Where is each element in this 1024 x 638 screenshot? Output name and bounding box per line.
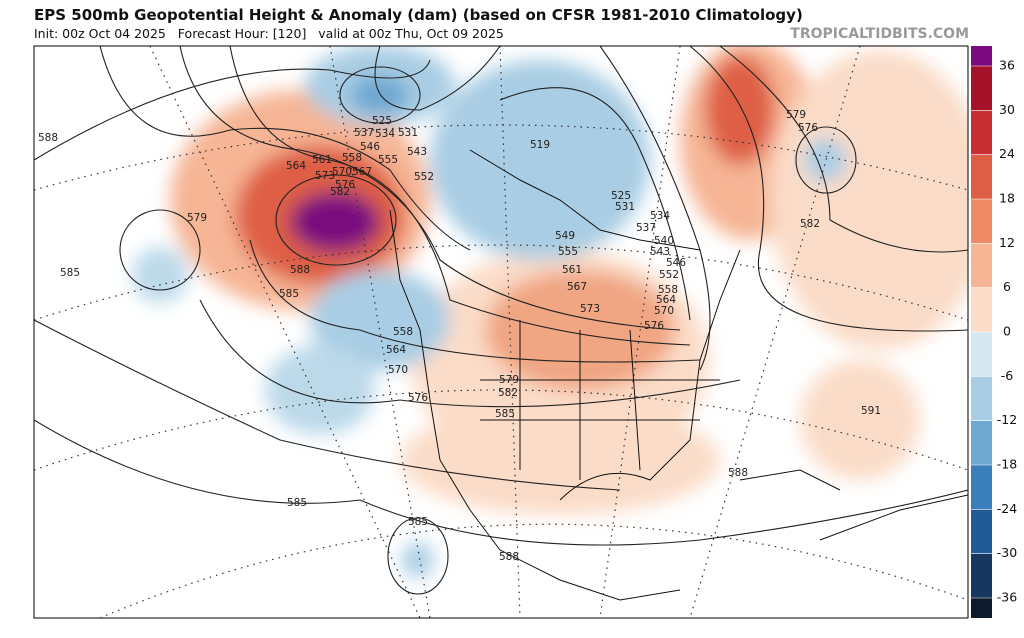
contour-label: 582 <box>498 387 518 399</box>
contour-label: 567 <box>567 281 587 293</box>
contour-label: 543 <box>650 246 670 258</box>
contour-label: 567 <box>352 166 372 178</box>
colorbar-tick-label: 18 <box>999 191 1015 206</box>
colorbar-segment <box>971 287 992 332</box>
contour-label: 534 <box>375 128 395 140</box>
colorbar-segment <box>971 553 992 598</box>
contour-label: 576 <box>408 392 428 404</box>
contour-label: 561 <box>312 154 332 166</box>
contour-label: 558 <box>393 326 413 338</box>
colorbar-segment <box>971 154 992 199</box>
colorbar-tick-label: -12 <box>997 412 1017 427</box>
colorbar-segment <box>971 332 992 377</box>
colorbar-segment <box>971 110 992 155</box>
contour-label: 588 <box>38 132 58 144</box>
contour-label: 576 <box>335 179 355 191</box>
colorbar-tick-label: 12 <box>999 235 1015 250</box>
contour-label: 585 <box>495 408 515 420</box>
contour-label: 582 <box>330 186 350 198</box>
contour-label: 534 <box>650 210 670 222</box>
contour-label: 576 <box>644 320 664 332</box>
contour-label: 537 <box>636 222 656 234</box>
map <box>34 46 968 618</box>
contour-label: 549 <box>555 230 575 242</box>
contour-label: 540 <box>654 235 674 247</box>
contour-label: 531 <box>615 201 635 213</box>
contour-label: 564 <box>656 294 676 306</box>
contour-label: 570 <box>332 166 352 178</box>
contour-label: 570 <box>654 305 674 317</box>
colorbar-tick-label: -24 <box>997 501 1017 516</box>
colorbar-segment <box>971 199 992 244</box>
coastlines <box>389 149 968 601</box>
contour-label: 525 <box>611 190 631 202</box>
contour-label: 573 <box>580 303 600 315</box>
contour-label: 588 <box>290 264 310 276</box>
title: EPS 500mb Geopotential Height & Anomaly … <box>34 6 803 24</box>
contour-label: 588 <box>499 551 519 563</box>
contour-label: 591 <box>861 405 881 417</box>
colorbar-segment <box>971 243 992 288</box>
colorbar-segment <box>971 376 992 421</box>
colorbar-bottom-extension <box>971 598 992 618</box>
contour-label: 519 <box>530 139 550 151</box>
contour-label: 579 <box>187 212 207 224</box>
colorbar-segment <box>971 509 992 554</box>
contour-label: 546 <box>666 257 686 269</box>
contour-label: 525 <box>372 115 392 127</box>
watermark: TROPICALTIDBITS.COM <box>790 26 969 42</box>
contour-label: 555 <box>378 154 398 166</box>
subtitle: Init: 00z Oct 04 2025 Forecast Hour: [12… <box>34 26 504 41</box>
contour-label: 561 <box>562 264 582 276</box>
contour-label: 564 <box>386 344 406 356</box>
contour-label: 576 <box>798 122 818 134</box>
contour-label: 570 <box>388 364 408 376</box>
map-frame <box>33 45 969 619</box>
colorbar-tick-label: 6 <box>1003 279 1011 294</box>
colorbar-segment <box>971 420 992 465</box>
colorbar-tick-label: 0 <box>1003 324 1011 339</box>
contour-label: 531 <box>398 127 418 139</box>
height-contours <box>34 46 968 595</box>
colorbar-tick-label: -6 <box>1001 368 1014 383</box>
contour-label: 585 <box>408 516 428 528</box>
contour-label: 558 <box>658 284 678 296</box>
contour-label: 582 <box>800 218 820 230</box>
contour-label: 558 <box>342 152 362 164</box>
colorbar-tick-label: 36 <box>999 58 1015 73</box>
contour-label: 579 <box>499 374 519 386</box>
contour-label: 552 <box>414 171 434 183</box>
colorbar-tick-label: -18 <box>997 457 1017 472</box>
contour-label: 573 <box>315 170 335 182</box>
contour-label: 585 <box>287 497 307 509</box>
lat-lon-grid <box>34 46 968 618</box>
colorbar-tick-label: 24 <box>999 146 1015 161</box>
colorbar-top-extension <box>971 46 992 66</box>
colorbar-tick-label: 30 <box>999 102 1015 117</box>
contour-label: 579 <box>786 109 806 121</box>
contour-label: 537 <box>354 127 374 139</box>
colorbar-segment <box>971 66 992 111</box>
contour-label: 543 <box>407 146 427 158</box>
colorbar-tick-label: -30 <box>997 545 1017 560</box>
colorbar-tick-label: -36 <box>997 590 1017 605</box>
contour-label: 585 <box>279 288 299 300</box>
contour-label: 588 <box>728 467 748 479</box>
contour-label: 555 <box>558 246 578 258</box>
contour-label: 546 <box>360 141 380 153</box>
colorbar-segment <box>971 465 992 510</box>
contour-label: 552 <box>659 269 679 281</box>
contour-label: 585 <box>60 267 80 279</box>
contour-label: 564 <box>286 160 306 172</box>
